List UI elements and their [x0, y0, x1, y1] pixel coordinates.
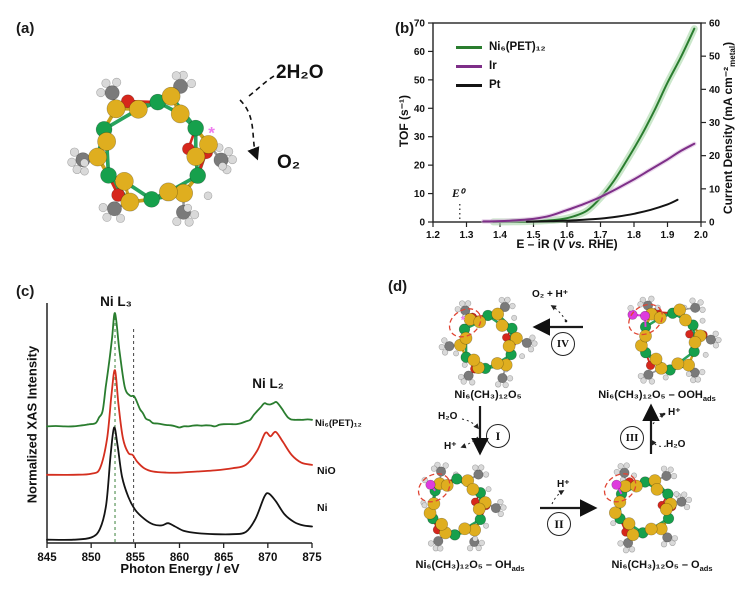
xas-curve-1 [46, 369, 313, 476]
h-out-label-ii: H⁺ [557, 479, 570, 490]
step-iii-circle: III [620, 426, 644, 450]
chart-legend: Ni₆(PET)₁₂ Ir Pt [456, 40, 546, 92]
h2o-in-label-iii: H₂O [666, 439, 686, 450]
svg-text:10: 10 [709, 184, 721, 195]
svg-text:40: 40 [414, 104, 426, 115]
h2o-in-label-i: H₂O [438, 411, 458, 422]
water-label: 2H₂O [276, 62, 324, 83]
legend-label: Ir [489, 60, 497, 72]
svg-text:0: 0 [709, 218, 715, 229]
step-ii-circle: II [547, 512, 571, 536]
legend-swatch-green [456, 45, 482, 49]
curve-label-nio: NiO [317, 465, 336, 477]
dot [662, 412, 666, 416]
legend-item-pt: Pt [456, 78, 546, 92]
svg-text:845: 845 [37, 552, 57, 564]
potential-axis-title: E – iR (V vs. RHE) [516, 237, 618, 251]
legend-item-ir: Ir [456, 59, 546, 73]
curve-label-ni: Ni [317, 502, 328, 514]
xas-chart: 845 850 855 860 865 870 875 [37, 303, 322, 564]
h-out-label-iii: H⁺ [668, 407, 681, 418]
svg-text:2.0: 2.0 [694, 230, 708, 241]
svg-text:60: 60 [709, 19, 721, 30]
svg-text:865: 865 [214, 552, 234, 564]
oxygen-label: O₂ [277, 152, 301, 173]
step-i-proton-out-curve [460, 436, 479, 449]
molecule-ni6ch3-12o5-o [603, 462, 693, 554]
step-iii-proton-out-curve [652, 413, 666, 425]
molecule-ni6ch3-12o5-ooh [627, 295, 722, 385]
svg-text:0: 0 [419, 218, 425, 229]
svg-text:50: 50 [414, 75, 426, 86]
svg-text:850: 850 [82, 552, 101, 564]
panel-b-label: (b) [395, 20, 415, 37]
panel-c-label: (c) [16, 283, 35, 300]
active-site-dashed-circle [417, 473, 451, 503]
species-label-ooh: Ni₆(CH₃)₁₂O₅ – OOHads [598, 389, 716, 403]
panel-a-label: (a) [16, 20, 35, 37]
legend-label: Pt [489, 79, 501, 91]
svg-text:10: 10 [414, 189, 426, 200]
molecule-ni6pet12: * [67, 70, 237, 227]
svg-text:20: 20 [414, 161, 426, 172]
standard-potential-label: E⁰ [452, 188, 465, 200]
svg-text:860: 860 [170, 552, 189, 564]
current-density-axis-title: Current Density (mA cm⁻²metal) [721, 41, 737, 215]
molecule-ni6ch3-12o5-oh [417, 461, 507, 552]
species-label-ni6ch3o5: Ni₆(CH₃)₁₂O₅ [454, 389, 522, 401]
ni-l3-peak-label: Ni L₃ [100, 294, 132, 309]
legend-label: Ni₆(PET)₁₂ [489, 41, 546, 53]
legend-swatch-purple [456, 64, 482, 68]
tof-current-chart: 1.2 1.3 1.4 1.5 1.6 1.7 1.8 1.9 2.00102030405060… [414, 19, 721, 242]
step-iv-circle: IV [551, 332, 575, 356]
svg-text:1.2: 1.2 [426, 230, 440, 241]
step-i-water-in-curve [461, 418, 480, 430]
svg-text:855: 855 [126, 552, 146, 564]
svg-text:1.7: 1.7 [594, 230, 608, 241]
svg-text:1.3: 1.3 [460, 230, 474, 241]
xas-intensity-axis-title: Normalized XAS Intensity [24, 345, 40, 504]
svg-text:40: 40 [709, 85, 721, 96]
active-site-dashed-circle [628, 303, 664, 336]
active-site-dashed-circle [448, 308, 482, 338]
h-out-label-i: H⁺ [444, 441, 457, 452]
active-site-asterisk: * [208, 124, 215, 143]
svg-text:1.8: 1.8 [627, 230, 641, 241]
step-iii-water-in-curve [651, 439, 667, 447]
photon-energy-axis-title: Photon Energy / eV [120, 561, 240, 576]
svg-text:50: 50 [709, 52, 721, 63]
step-i-circle: I [486, 424, 510, 448]
ni-l2-peak-label: Ni L₂ [252, 376, 284, 391]
svg-text:875: 875 [302, 552, 322, 564]
series-line-2 [525, 198, 679, 223]
svg-text:70: 70 [414, 19, 426, 30]
species-label-o: Ni₆(CH₃)₁₂O₅ – Oads [611, 559, 713, 573]
active-site-dashed-circle [603, 473, 637, 503]
svg-text:30: 30 [709, 118, 721, 129]
molecule-ni6ch3-12o5: * [438, 296, 538, 389]
svg-text:60: 60 [414, 47, 426, 58]
svg-text:1.9: 1.9 [661, 230, 675, 241]
o2-plus-h-label: O₂ + H⁺ [531, 289, 569, 300]
legend-item-ni6pet12: Ni₆(PET)₁₂ [456, 40, 546, 54]
xas-curve-2 [46, 426, 313, 541]
legend-swatch-black [456, 83, 482, 87]
svg-text:1.4: 1.4 [493, 230, 507, 241]
svg-text:30: 30 [414, 132, 426, 143]
svg-text:870: 870 [258, 552, 277, 564]
xas-curve-0 [46, 312, 313, 429]
panel-d-label: (d) [388, 278, 408, 295]
curve-label-ni6pet12: Ni₆(PET)₁₂ [315, 418, 362, 429]
svg-text:1.6: 1.6 [560, 230, 574, 241]
active-site-asterisk: * [461, 314, 466, 326]
series-line-1 [482, 142, 696, 223]
tof-axis-title: TOF (s⁻¹) [397, 94, 411, 148]
svg-text:20: 20 [709, 151, 721, 162]
svg-text:1.5: 1.5 [527, 230, 541, 241]
species-label-oh: Ni₆(CH₃)₁₂O₅ – OHads [415, 559, 525, 573]
dot [564, 319, 568, 323]
step-ii-proton-out-curve [551, 490, 565, 505]
